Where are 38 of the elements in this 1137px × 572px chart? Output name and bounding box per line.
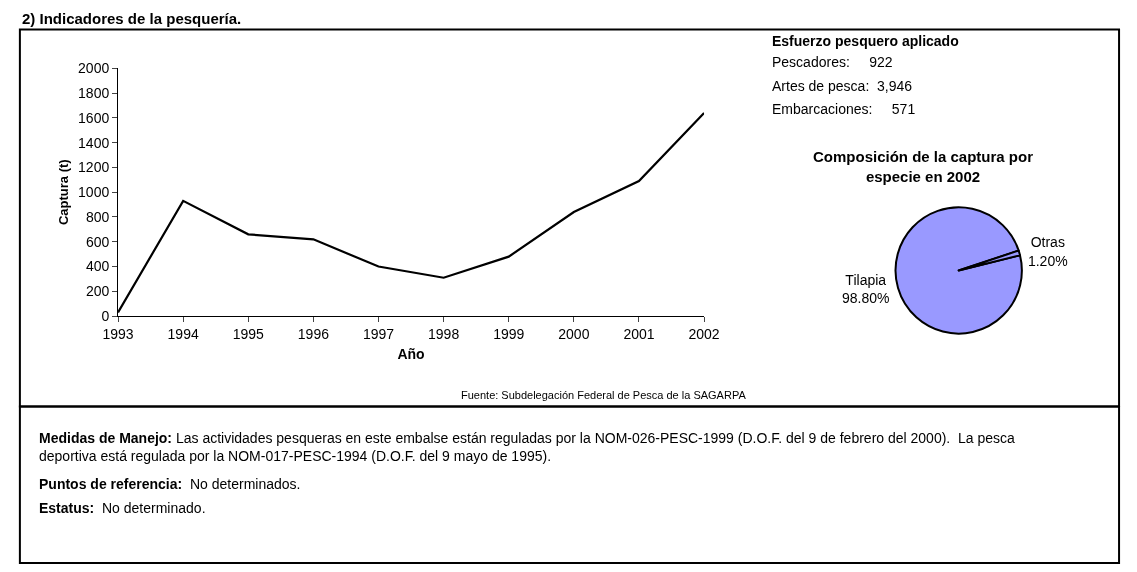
- data-label: 1.20%: [1027, 252, 1068, 269]
- slice-label: Tilapia: [845, 272, 887, 289]
- y-tick-label: 1000: [78, 184, 110, 201]
- y-tick-label: 200: [85, 283, 110, 300]
- y-tick-label: 400: [85, 258, 110, 275]
- x-tick-label: 1994: [167, 325, 199, 342]
- text: Estatus: No determinado.: [39, 500, 206, 516]
- x-tick-label: 2000: [558, 325, 590, 342]
- y-axis-title: Captura (t): [56, 159, 72, 226]
- text: Esfuerzo pesquero aplicado: [772, 33, 959, 49]
- slice-label: Otras: [1030, 234, 1065, 251]
- pie-slice: [894, 206, 1023, 335]
- x-tick-label: 1993: [102, 325, 134, 342]
- text: Pescadores: 922: [772, 54, 893, 70]
- x-tick-label: 2002: [688, 325, 720, 342]
- y-tick-label: 0: [101, 308, 110, 325]
- x-tick-label: 1999: [493, 325, 525, 342]
- y-tick-label: 1600: [78, 109, 110, 126]
- chart-title: 2) Indicadores de la pesquería.: [22, 10, 242, 27]
- chart-title: Composición de la captura por especie en 2002: [813, 148, 1034, 185]
- y-tick-label: 800: [85, 208, 110, 225]
- y-tick-label: 1400: [78, 134, 110, 151]
- text: Medidas de Manejo: Las actividades pesqueras en este embalse están reguladas por la NOM-026-PESC-1999 (D.O.F. del 9 de febrero del 2000). La pesca deportiva está regulada por la NOM-017-PESC-1994 (D.O.F. del 9 mayo de 1995).: [39, 430, 1016, 465]
- y-tick-label: 2000: [78, 60, 110, 77]
- x-axis-title: Año: [397, 346, 425, 363]
- y-tick-label: 1800: [78, 84, 110, 101]
- text: Artes de pesca: 3,946: [772, 78, 913, 94]
- y-tick-label: 600: [85, 233, 110, 250]
- x-tick-label: 2001: [623, 325, 655, 342]
- text: Puntos de referencia: No determinados.: [39, 476, 301, 492]
- x-tick-label: 1998: [428, 325, 460, 342]
- x-tick-label: 1996: [297, 325, 330, 342]
- x-tick-label: 1995: [232, 325, 265, 342]
- source-note: Fuente: Subdelegación Federal de Pesca de la SAGARPA: [461, 389, 747, 401]
- data-label: 98.80%: [841, 290, 890, 307]
- y-tick-label: 1200: [78, 159, 110, 176]
- x-tick-label: 1997: [362, 325, 395, 342]
- text: Embarcaciones: 571: [772, 101, 916, 117]
